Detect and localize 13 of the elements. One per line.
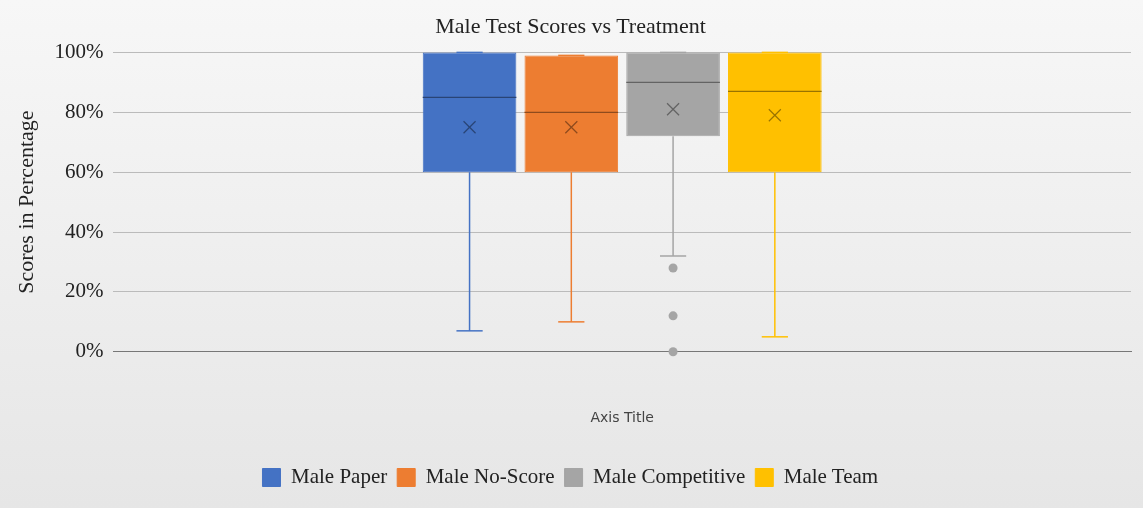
- x-axis-title: Axis Title: [590, 409, 654, 426]
- y-tick-label: 100%: [54, 38, 104, 63]
- legend-label: Male Team: [783, 464, 879, 489]
- legend-label: Male Paper: [290, 464, 388, 489]
- y-tick-label: 80%: [64, 98, 104, 123]
- y-tick-label: 40%: [64, 218, 104, 243]
- y-tick-label: 60%: [64, 158, 104, 183]
- chart-title: Male Test Scores vs Treatment: [435, 12, 706, 38]
- y-tick-label: 0%: [75, 338, 104, 363]
- legend-label: Male Competitive: [593, 464, 746, 489]
- y-tick-label: 20%: [64, 278, 104, 303]
- y-axis-title: Scores in Percentage: [12, 110, 38, 294]
- legend-label: Male No-Score: [425, 464, 555, 489]
